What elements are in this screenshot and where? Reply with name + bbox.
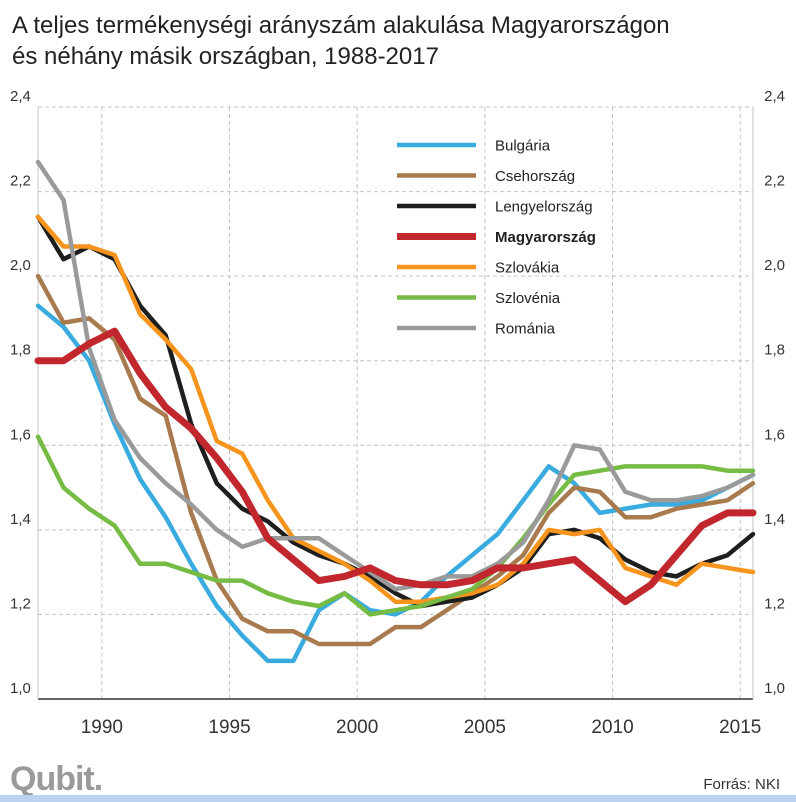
series-line-csehország: [35, 273, 756, 647]
legend-label: Szlovénia: [495, 290, 561, 307]
y-tick-label-left: 2,4: [10, 88, 31, 105]
chart-title-line-1: A teljes termékenységi arányszám alakulá…: [12, 12, 670, 39]
x-tick-label: 1990: [81, 717, 123, 738]
source-note: Forrás: NKI: [703, 776, 780, 793]
series-line-szlovákia: [35, 214, 756, 604]
y-tick-label-left: 1,2: [10, 595, 31, 612]
y-tick-label-left: 1,6: [10, 426, 31, 443]
chart-title-line-2: és néhány másik országban, 1988-2017: [12, 43, 439, 70]
legend-label: Magyarország: [495, 229, 596, 246]
y-tick-label-right: 1,4: [764, 511, 785, 528]
y-tick-label-right: 2,4: [764, 88, 785, 105]
qubit-logo: Qubit.: [10, 760, 103, 798]
x-tick-label: 2015: [719, 717, 761, 738]
y-tick-label-left: 2,2: [10, 173, 31, 190]
legend-label: Bulgária: [495, 138, 551, 155]
series-line-lengyelország: [35, 214, 756, 609]
y-tick-label-left: 1,8: [10, 342, 31, 359]
y-tick-label-right: 1,6: [764, 426, 785, 443]
legend-label: Csehország: [495, 168, 575, 185]
y-tick-label-right: 1,2: [764, 595, 785, 612]
series-line-szlovénia: [35, 434, 756, 617]
series-line-románia: [35, 159, 756, 592]
x-tick-label: 2000: [336, 717, 378, 738]
bottom-bar: [0, 795, 796, 802]
y-tick-label-left: 2,0: [10, 257, 31, 274]
legend-label: Románia: [495, 321, 556, 338]
y-tick-label-left: 1,4: [10, 511, 31, 528]
series-line-bulgária: [35, 303, 756, 664]
y-tick-label-right: 1,0: [764, 680, 785, 697]
y-tick-label-right: 1,8: [764, 342, 785, 359]
x-tick-label: 1995: [208, 717, 250, 738]
x-tick-label: 2005: [464, 717, 506, 738]
y-tick-label-left: 1,0: [10, 680, 31, 697]
chart-title: A teljes termékenységi arányszám alakulá…: [12, 10, 792, 72]
y-tick-label-right: 2,2: [764, 173, 785, 190]
x-tick-label: 2010: [591, 717, 633, 738]
series-line-magyarország: [34, 327, 757, 606]
y-tick-label-right: 2,0: [764, 257, 785, 274]
legend-label: Lengyelország: [495, 199, 593, 216]
legend-label: Szlovákia: [495, 260, 560, 277]
